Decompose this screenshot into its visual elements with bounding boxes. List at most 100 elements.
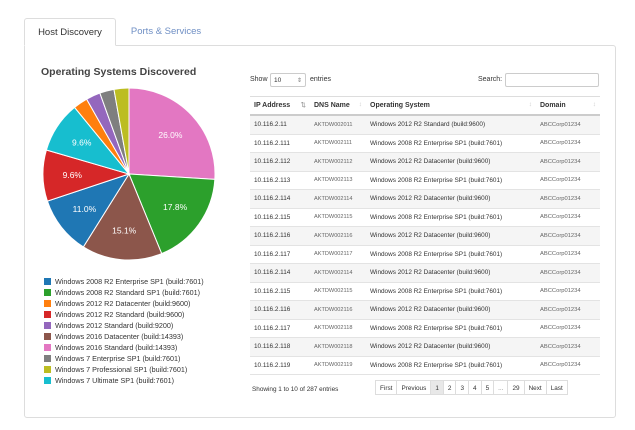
table-row[interactable]: 10.116.2.11 AKTDW002011 Windows 2012 R2 St…: [250, 114, 600, 134]
legend-label: Windows 7 Ultimate SP1 (build:7601): [55, 376, 175, 385]
table-row[interactable]: 10.116.2.111 AKTDW002111 Windows 2008 R2 E…: [250, 133, 600, 153]
page-button-1[interactable]: 1: [430, 380, 444, 395]
domain-cell: ABCCorp01234: [536, 170, 600, 190]
dns-name-cell: AKTDW002117: [310, 244, 366, 264]
page-button-ellipsis: ...: [493, 380, 509, 395]
dns-name-cell: AKTDW002118: [310, 337, 366, 356]
legend-swatch: [44, 289, 51, 296]
page-button-first[interactable]: First: [375, 380, 398, 395]
column-label-os: Operating System: [370, 102, 430, 109]
tab-ports-services[interactable]: Ports & Services: [130, 26, 202, 37]
legend-item: Windows 2016 Datacenter (build:14393): [44, 331, 264, 342]
legend-item: Windows 2008 R2 Enterprise SP1 (build:76…: [44, 276, 264, 287]
pie-slice-label: 9.6%: [72, 138, 92, 148]
page-size-value: 10: [274, 77, 282, 84]
table-row[interactable]: 10.116.2.113 AKTDW002113 Windows 2008 R2 E…: [250, 170, 600, 190]
column-header-dns-name[interactable]: DNS Name ↕: [310, 96, 366, 116]
dns-name-cell: AKTDW002113: [310, 170, 366, 190]
table-row[interactable]: 10.116.2.117 AKTDW002117 Windows 2008 R2 E…: [250, 244, 600, 264]
column-header-ip-address[interactable]: IP Address ⇅: [250, 96, 310, 116]
column-header-operating-system[interactable]: Operating System ↕: [366, 96, 536, 116]
ip-address-cell: 10.116.2.118: [250, 337, 310, 356]
operating-system-cell: Windows 2008 R2 Enterprise SP1 (build:76…: [366, 281, 536, 301]
legend-item: Windows 7 Professional SP1 (build:7601): [44, 364, 264, 375]
page-button-4[interactable]: 4: [468, 380, 482, 395]
legend-label: Windows 7 Professional SP1 (build:7601): [55, 365, 188, 374]
page-button-2[interactable]: 2: [442, 380, 457, 395]
legend-swatch: [44, 300, 51, 307]
ip-address-cell: 10.116.2.119: [250, 355, 310, 375]
legend-label: Windows 2008 R2 Enterprise SP1 (build:76…: [55, 277, 204, 286]
page-size-select[interactable]: 10 ⇕: [270, 73, 306, 87]
legend-label: Windows 7 Enterprise SP1 (build:7601): [55, 354, 181, 363]
column-label-domain: Domain: [540, 102, 566, 109]
operating-system-cell: Windows 2008 R2 Enterprise SP1 (build:76…: [366, 318, 536, 338]
pie-slice: [128, 173, 216, 255]
chart-legend: Windows 2008 R2 Enterprise SP1 (build:76…: [44, 276, 264, 386]
legend-swatch: [44, 311, 51, 318]
operating-system-cell: Windows 2012 R2 Datacenter (build:9600): [366, 300, 536, 319]
ip-address-cell: 10.116.2.115: [250, 207, 310, 227]
table-row[interactable]: 10.116.2.117 AKTDW002118 Windows 2008 R2 E…: [250, 318, 600, 338]
page-button-previous[interactable]: Previous: [396, 380, 432, 395]
operating-system-cell: Windows 2008 R2 Enterprise SP1 (build:76…: [366, 244, 536, 264]
domain-cell: ABCCorp01234: [536, 133, 600, 153]
sort-icon: ↕: [358, 101, 362, 108]
search-label: Search:: [478, 76, 503, 83]
pie-slice: [113, 87, 130, 175]
legend-item: Windows 2016 Standard (build:14393): [44, 342, 264, 353]
ip-address-cell: 10.116.2.113: [250, 170, 310, 190]
operating-system-cell: Windows 2012 R2 Datacenter (build:9600): [366, 337, 536, 356]
table-row[interactable]: 10.116.2.116 AKTDW002116 Windows 2012 R2 D…: [250, 226, 600, 245]
ip-address-cell: 10.116.2.117: [250, 318, 310, 338]
operating-system-cell: Windows 2008 R2 Enterprise SP1 (build:76…: [366, 355, 536, 375]
table-controls: Show 10 ⇕ entries Search:: [250, 73, 600, 89]
page-button-3[interactable]: 3: [455, 380, 469, 395]
operating-system-cell: Windows 2012 R2 Standard (build:9600): [366, 114, 536, 134]
dns-name-cell: AKTDW002111: [310, 133, 366, 153]
pie-slice-label: 26.0%: [158, 130, 183, 140]
table-row[interactable]: 10.116.2.114 AKTDW002114 Windows 2012 R2 D…: [250, 263, 600, 282]
legend-swatch: [44, 366, 51, 373]
pie-slice-label: 9.6%: [63, 170, 83, 180]
dns-name-cell: AKTDW002114: [310, 263, 366, 282]
legend-label: Windows 2008 R2 Standard SP1 (build:7601…: [55, 288, 201, 297]
tab-host-discovery[interactable]: Host Discovery: [24, 18, 116, 46]
legend-item: Windows 2012 R2 Datacenter (build:9600): [44, 298, 264, 309]
operating-system-cell: Windows 2008 R2 Enterprise SP1 (build:76…: [366, 133, 536, 153]
select-arrows-icon: ⇕: [296, 78, 302, 84]
pie-slice-label: 17.8%: [163, 202, 188, 212]
legend-label: Windows 2012 R2 Datacenter (build:9600): [55, 299, 191, 308]
dns-name-cell: AKTDW002112: [310, 152, 366, 171]
column-header-domain[interactable]: Domain ↕: [536, 96, 600, 116]
os-pie-chart: 26.0% 17.8% 15.1% 11.0% 9.6% 9.6%: [42, 87, 216, 261]
legend-item: Windows 2012 R2 Standard (build:9600): [44, 309, 264, 320]
table-row[interactable]: 10.116.2.115 AKTDW002115 Windows 2008 R2 E…: [250, 207, 600, 227]
pagination: First Previous 1 2 3 4 5... 29 Next Last: [375, 380, 568, 396]
page-button-next[interactable]: Next: [523, 380, 547, 395]
page-button-last[interactable]: Last: [545, 380, 568, 395]
search-input[interactable]: [505, 73, 599, 87]
table-row[interactable]: 10.116.2.118 AKTDW002118 Windows 2012 R2 D…: [250, 337, 600, 356]
ip-address-cell: 10.116.2.116: [250, 300, 310, 319]
table-row[interactable]: 10.116.2.116 AKTDW002116 Windows 2012 R2 D…: [250, 300, 600, 319]
table-row[interactable]: 10.116.2.112 AKTDW002112 Windows 2012 R2 D…: [250, 152, 600, 171]
table-row[interactable]: 10.116.2.119 AKTDW002119 Windows 2008 R2 E…: [250, 355, 600, 375]
domain-cell: ABCCorp01234: [536, 189, 600, 208]
table-row[interactable]: 10.116.2.114 AKTDW002114 Windows 2012 R2 D…: [250, 189, 600, 208]
sort-icon: ↕: [528, 101, 532, 108]
legend-swatch: [44, 322, 51, 329]
operating-system-cell: Windows 2008 R2 Enterprise SP1 (build:76…: [366, 170, 536, 190]
pie-slice: [128, 87, 216, 180]
legend-label: Windows 2012 R2 Standard (build:9600): [55, 310, 185, 319]
domain-cell: ABCCorp01234: [536, 263, 600, 282]
domain-cell: ABCCorp01234: [536, 300, 600, 319]
dns-name-cell: AKTDW002116: [310, 300, 366, 319]
ip-address-cell: 10.116.2.115: [250, 281, 310, 301]
page-button-5[interactable]: 5: [480, 380, 495, 395]
page-button-29[interactable]: 29: [507, 380, 525, 395]
column-label-dns: DNS Name: [314, 102, 350, 109]
table-row[interactable]: 10.116.2.115 AKTDW002115 Windows 2008 R2 E…: [250, 281, 600, 301]
sort-icon: ⇅: [300, 102, 306, 109]
show-label: Show: [250, 76, 268, 83]
